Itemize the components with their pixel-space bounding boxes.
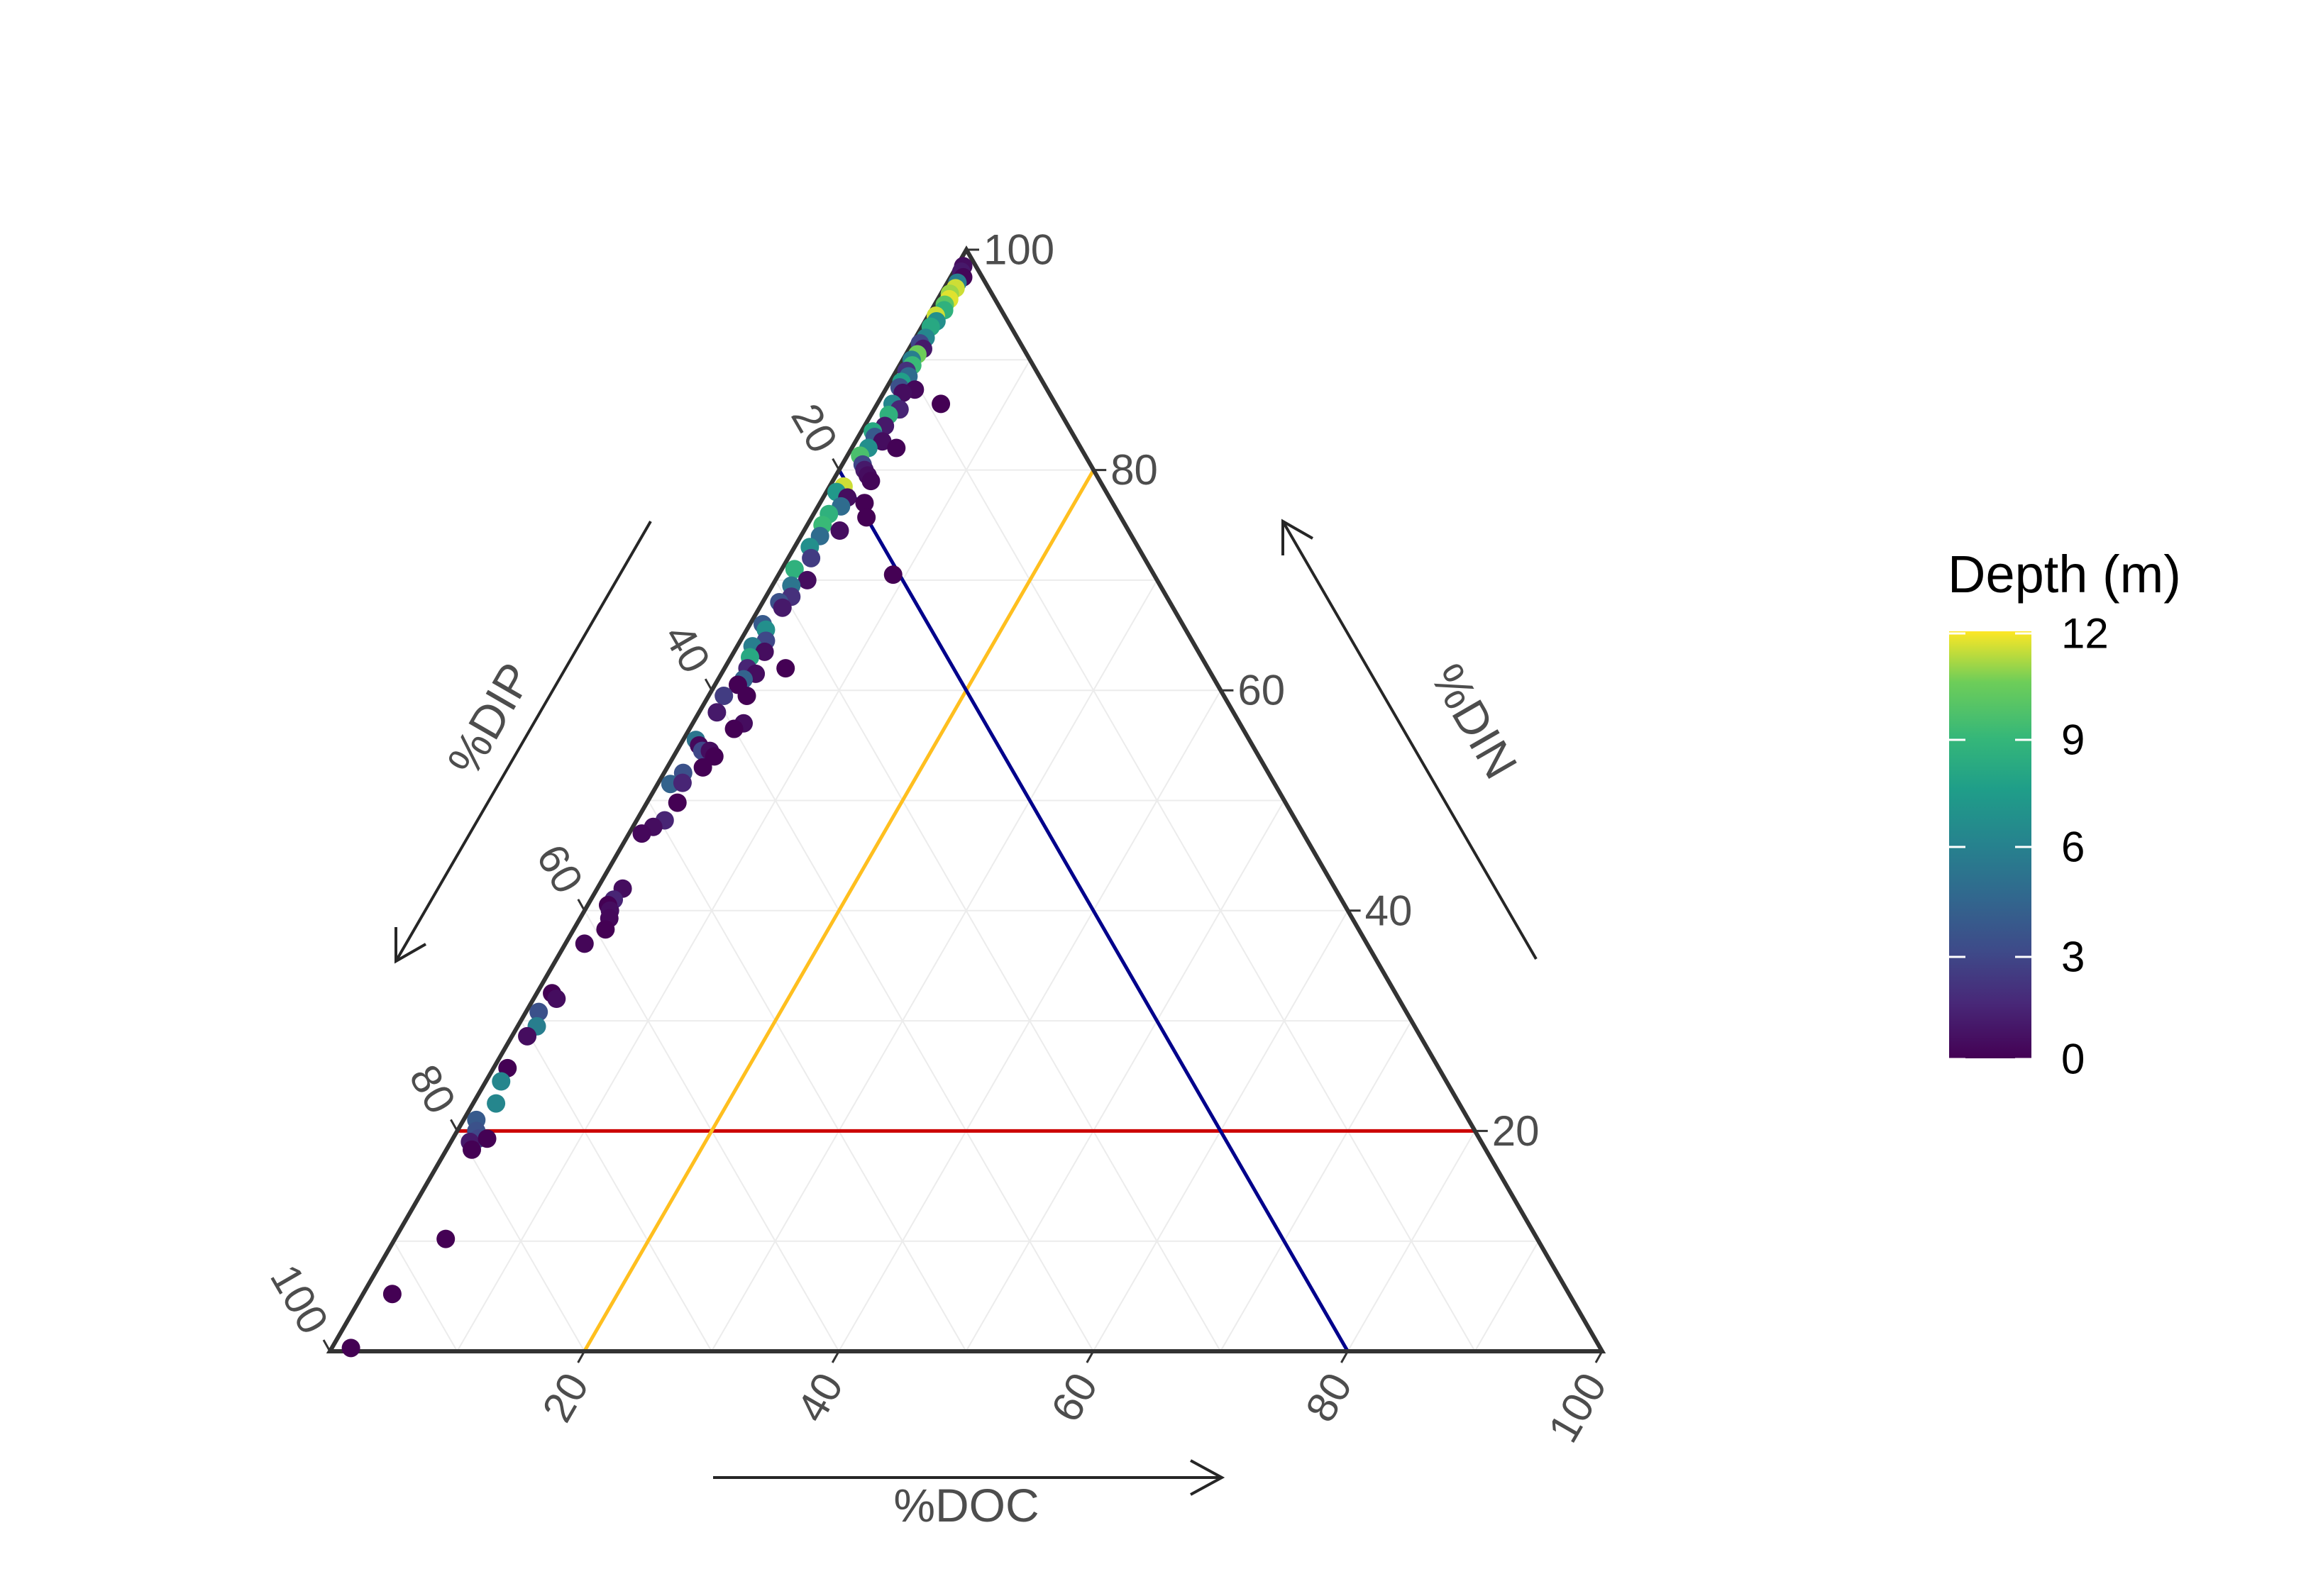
triangle-frame (322, 245, 1606, 1363)
data-point (382, 1285, 402, 1304)
dip-tick-mark (450, 1119, 458, 1132)
dip-tick-mark (577, 899, 586, 911)
data-point (887, 438, 906, 458)
data-point (798, 570, 817, 589)
color-legend: Depth (m) 0 3 6 9 12 (1948, 545, 2181, 1083)
din-tick-label: 60 (1237, 667, 1285, 714)
data-points (341, 257, 973, 1358)
data-point (802, 548, 821, 567)
din-tick-label: 100 (983, 226, 1054, 274)
grid-line (711, 580, 1158, 1352)
grid-line (1474, 1241, 1540, 1352)
grid-line (1220, 1020, 1413, 1352)
din-tick-label: 40 (1365, 887, 1413, 934)
data-point (755, 642, 774, 661)
data-point (341, 1339, 360, 1358)
data-point (529, 1002, 548, 1021)
legend-tick-label: 3 (2061, 933, 2085, 981)
legend-tick-label: 9 (2061, 716, 2085, 764)
data-point (668, 793, 687, 812)
doc-tick-mark (831, 1351, 840, 1363)
grid-line (902, 359, 1476, 1352)
data-point (883, 565, 903, 584)
reference-line-dip (837, 469, 1350, 1353)
data-point (857, 508, 876, 527)
grid-lines (392, 359, 1540, 1352)
data-point (724, 719, 744, 738)
data-point (596, 920, 615, 939)
data-point (861, 472, 881, 491)
data-point (693, 758, 712, 777)
legend-tick-label: 6 (2061, 824, 2085, 871)
data-point (737, 686, 756, 705)
data-point (705, 747, 724, 766)
data-point (632, 824, 651, 843)
doc-tick-mark (577, 1351, 585, 1363)
grid-line (647, 800, 967, 1352)
legend-title: Depth (m) (1948, 545, 2181, 604)
doc-tick-mark (1086, 1351, 1095, 1363)
data-point (478, 1129, 497, 1148)
grid-line (456, 1130, 585, 1352)
data-point (932, 394, 951, 414)
data-point (487, 1094, 506, 1113)
grid-line (520, 1020, 712, 1352)
dip-arrow (395, 520, 652, 963)
legend-tick-label: 12 (2061, 610, 2109, 658)
din-tick-label: 80 (1110, 446, 1158, 494)
data-point (776, 659, 795, 678)
doc-axis-title: %DOC (893, 1479, 1039, 1531)
data-point (873, 432, 892, 451)
grid-line (456, 359, 1031, 1352)
doc-arrow-head (1190, 1459, 1225, 1496)
doc-tick-mark (1594, 1351, 1604, 1363)
data-point (547, 990, 566, 1009)
colorbar-ticks (1949, 632, 2031, 1060)
data-point (773, 598, 792, 617)
dip-tick-mark (832, 458, 840, 471)
din-tick-label: 20 (1492, 1107, 1540, 1155)
colorbar (1949, 631, 2031, 1058)
data-point (707, 703, 727, 722)
data-point (492, 1072, 511, 1091)
grid-line (392, 1241, 458, 1352)
grid-line (965, 799, 1285, 1352)
reference-line-doc (583, 469, 1096, 1353)
data-point (715, 686, 734, 705)
data-point (830, 521, 849, 541)
dip-tick-mark (704, 678, 713, 691)
data-point (463, 1140, 482, 1159)
din-arrow (1281, 520, 1538, 960)
grid-line (775, 580, 1221, 1352)
data-point (855, 494, 874, 513)
data-point (575, 934, 594, 953)
data-point (673, 773, 692, 792)
legend-tick-label: 0 (2061, 1036, 2085, 1083)
dip-arrow-head (395, 927, 426, 964)
triangle-border (326, 245, 1606, 1353)
data-point (436, 1229, 456, 1248)
data-point (518, 1026, 537, 1046)
data-point (785, 560, 804, 579)
din-arrow-head (1281, 519, 1313, 555)
reference-lines (457, 469, 1475, 1353)
doc-tick-mark (1340, 1351, 1349, 1363)
dip-tick-mark (322, 1339, 331, 1352)
grid-line (1347, 1130, 1476, 1352)
